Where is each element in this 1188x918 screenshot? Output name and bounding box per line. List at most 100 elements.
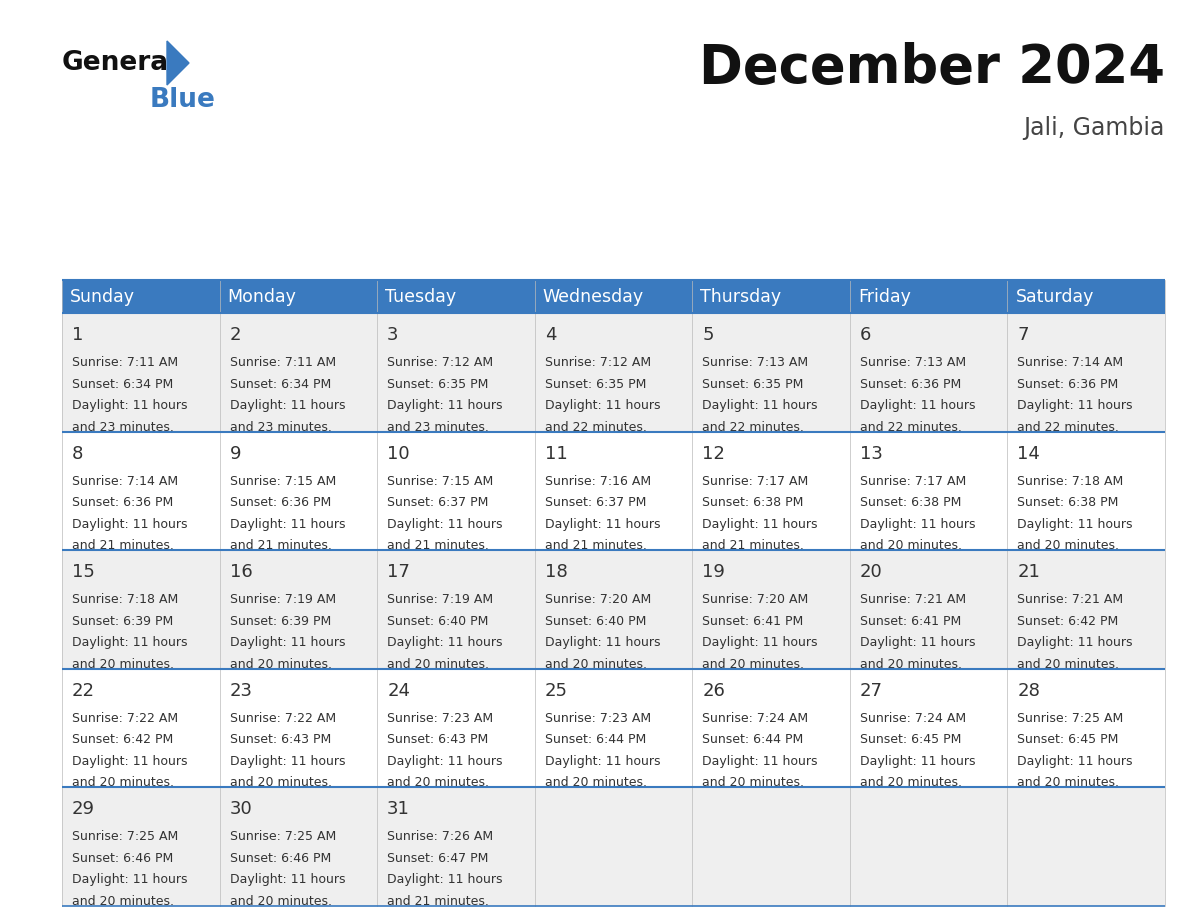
Text: and 21 minutes.: and 21 minutes. bbox=[702, 539, 804, 552]
Text: Daylight: 11 hours: Daylight: 11 hours bbox=[702, 755, 817, 767]
Text: Sunrise: 7:25 AM: Sunrise: 7:25 AM bbox=[229, 831, 336, 844]
Text: Sunrise: 7:17 AM: Sunrise: 7:17 AM bbox=[702, 475, 809, 487]
Bar bbox=[377, 313, 535, 431]
Text: Sunset: 6:36 PM: Sunset: 6:36 PM bbox=[860, 377, 961, 390]
Bar bbox=[535, 669, 693, 788]
Text: Sunrise: 7:23 AM: Sunrise: 7:23 AM bbox=[545, 711, 651, 725]
Text: Sunset: 6:42 PM: Sunset: 6:42 PM bbox=[72, 733, 173, 746]
Text: Daylight: 11 hours: Daylight: 11 hours bbox=[72, 873, 188, 887]
Text: 19: 19 bbox=[702, 564, 725, 581]
Text: Sunrise: 7:14 AM: Sunrise: 7:14 AM bbox=[72, 475, 178, 487]
Text: and 20 minutes.: and 20 minutes. bbox=[1017, 539, 1119, 552]
Text: Daylight: 11 hours: Daylight: 11 hours bbox=[545, 755, 661, 767]
Text: Sunset: 6:41 PM: Sunset: 6:41 PM bbox=[702, 615, 803, 628]
Text: Daylight: 11 hours: Daylight: 11 hours bbox=[1017, 399, 1133, 412]
Text: Daylight: 11 hours: Daylight: 11 hours bbox=[545, 399, 661, 412]
Text: Sunrise: 7:24 AM: Sunrise: 7:24 AM bbox=[702, 711, 808, 725]
Text: Monday: Monday bbox=[228, 287, 297, 306]
Bar bbox=[220, 431, 377, 550]
Text: Sunday: Sunday bbox=[70, 287, 135, 306]
Bar bbox=[62, 431, 220, 550]
Text: 13: 13 bbox=[860, 444, 883, 463]
Text: and 21 minutes.: and 21 minutes. bbox=[229, 539, 331, 552]
Text: Sunset: 6:37 PM: Sunset: 6:37 PM bbox=[387, 496, 488, 509]
Text: 9: 9 bbox=[229, 444, 241, 463]
Bar bbox=[377, 788, 535, 906]
Bar bbox=[1007, 550, 1165, 669]
Text: Sunrise: 7:26 AM: Sunrise: 7:26 AM bbox=[387, 831, 493, 844]
Text: and 20 minutes.: and 20 minutes. bbox=[229, 777, 331, 789]
Text: and 23 minutes.: and 23 minutes. bbox=[229, 420, 331, 433]
Text: Sunrise: 7:25 AM: Sunrise: 7:25 AM bbox=[1017, 711, 1124, 725]
Text: Daylight: 11 hours: Daylight: 11 hours bbox=[702, 636, 817, 649]
Text: Sunset: 6:41 PM: Sunset: 6:41 PM bbox=[860, 615, 961, 628]
Text: Daylight: 11 hours: Daylight: 11 hours bbox=[860, 755, 975, 767]
Bar bbox=[1007, 313, 1165, 431]
Text: Sunrise: 7:22 AM: Sunrise: 7:22 AM bbox=[72, 711, 178, 725]
Text: Sunset: 6:34 PM: Sunset: 6:34 PM bbox=[229, 377, 330, 390]
Bar bbox=[535, 431, 693, 550]
Text: and 22 minutes.: and 22 minutes. bbox=[702, 420, 804, 433]
Text: Daylight: 11 hours: Daylight: 11 hours bbox=[387, 399, 503, 412]
Text: Daylight: 11 hours: Daylight: 11 hours bbox=[860, 518, 975, 531]
Text: and 22 minutes.: and 22 minutes. bbox=[1017, 420, 1119, 433]
Text: 1: 1 bbox=[72, 326, 83, 344]
Text: and 20 minutes.: and 20 minutes. bbox=[72, 657, 173, 671]
Text: Sunrise: 7:12 AM: Sunrise: 7:12 AM bbox=[387, 356, 493, 369]
Bar bbox=[377, 280, 535, 313]
Text: Sunset: 6:44 PM: Sunset: 6:44 PM bbox=[545, 733, 646, 746]
Polygon shape bbox=[168, 41, 189, 85]
Text: and 20 minutes.: and 20 minutes. bbox=[860, 657, 962, 671]
Text: and 20 minutes.: and 20 minutes. bbox=[387, 777, 489, 789]
Text: 23: 23 bbox=[229, 682, 253, 700]
Text: 29: 29 bbox=[72, 800, 95, 819]
Bar bbox=[62, 313, 220, 431]
Bar bbox=[849, 280, 1007, 313]
Text: and 21 minutes.: and 21 minutes. bbox=[72, 539, 173, 552]
Text: Sunset: 6:35 PM: Sunset: 6:35 PM bbox=[387, 377, 488, 390]
Text: Sunset: 6:35 PM: Sunset: 6:35 PM bbox=[545, 377, 646, 390]
Text: and 20 minutes.: and 20 minutes. bbox=[229, 895, 331, 908]
Text: 24: 24 bbox=[387, 682, 410, 700]
Bar bbox=[220, 788, 377, 906]
Text: Sunset: 6:34 PM: Sunset: 6:34 PM bbox=[72, 377, 173, 390]
Bar bbox=[377, 550, 535, 669]
Text: Daylight: 11 hours: Daylight: 11 hours bbox=[1017, 518, 1133, 531]
Bar bbox=[535, 313, 693, 431]
Text: Daylight: 11 hours: Daylight: 11 hours bbox=[545, 636, 661, 649]
Text: and 20 minutes.: and 20 minutes. bbox=[702, 777, 804, 789]
Text: 26: 26 bbox=[702, 682, 725, 700]
Text: Sunrise: 7:18 AM: Sunrise: 7:18 AM bbox=[1017, 475, 1124, 487]
Text: and 20 minutes.: and 20 minutes. bbox=[1017, 777, 1119, 789]
Text: and 21 minutes.: and 21 minutes. bbox=[387, 539, 489, 552]
Text: 6: 6 bbox=[860, 326, 871, 344]
Text: 17: 17 bbox=[387, 564, 410, 581]
Text: 25: 25 bbox=[545, 682, 568, 700]
Bar bbox=[849, 313, 1007, 431]
Text: and 23 minutes.: and 23 minutes. bbox=[387, 420, 489, 433]
Text: Sunset: 6:44 PM: Sunset: 6:44 PM bbox=[702, 733, 803, 746]
Text: Sunset: 6:36 PM: Sunset: 6:36 PM bbox=[229, 496, 330, 509]
Text: Sunset: 6:36 PM: Sunset: 6:36 PM bbox=[72, 496, 173, 509]
Text: Sunrise: 7:19 AM: Sunrise: 7:19 AM bbox=[387, 593, 493, 606]
Bar bbox=[62, 550, 220, 669]
Bar bbox=[62, 280, 220, 313]
Text: Saturday: Saturday bbox=[1016, 287, 1094, 306]
Text: 16: 16 bbox=[229, 564, 252, 581]
Text: and 21 minutes.: and 21 minutes. bbox=[545, 539, 646, 552]
Text: Sunrise: 7:19 AM: Sunrise: 7:19 AM bbox=[229, 593, 336, 606]
Text: Sunset: 6:45 PM: Sunset: 6:45 PM bbox=[1017, 733, 1119, 746]
Text: Daylight: 11 hours: Daylight: 11 hours bbox=[1017, 755, 1133, 767]
Text: Sunrise: 7:24 AM: Sunrise: 7:24 AM bbox=[860, 711, 966, 725]
Text: Sunset: 6:38 PM: Sunset: 6:38 PM bbox=[1017, 496, 1119, 509]
Text: and 20 minutes.: and 20 minutes. bbox=[545, 777, 646, 789]
Text: 10: 10 bbox=[387, 444, 410, 463]
Text: Sunset: 6:42 PM: Sunset: 6:42 PM bbox=[1017, 615, 1119, 628]
Text: Sunset: 6:43 PM: Sunset: 6:43 PM bbox=[387, 733, 488, 746]
Text: and 23 minutes.: and 23 minutes. bbox=[72, 420, 173, 433]
Text: Sunset: 6:39 PM: Sunset: 6:39 PM bbox=[229, 615, 330, 628]
Text: 20: 20 bbox=[860, 564, 883, 581]
Text: Daylight: 11 hours: Daylight: 11 hours bbox=[72, 755, 188, 767]
Text: Sunrise: 7:12 AM: Sunrise: 7:12 AM bbox=[545, 356, 651, 369]
Text: Thursday: Thursday bbox=[700, 287, 782, 306]
